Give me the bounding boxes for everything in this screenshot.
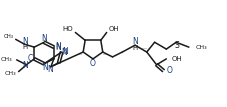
Text: N: N — [22, 37, 28, 46]
Text: CH₃: CH₃ — [1, 57, 13, 62]
Text: N: N — [132, 37, 137, 46]
Text: N: N — [62, 47, 68, 56]
Text: H: H — [132, 45, 137, 51]
Text: H: H — [23, 44, 28, 50]
Text: N: N — [55, 43, 60, 52]
Text: O: O — [90, 59, 96, 68]
Text: OH: OH — [108, 26, 119, 32]
Text: N: N — [41, 34, 47, 43]
Text: ···: ··· — [141, 47, 147, 52]
Text: N: N — [55, 42, 60, 51]
Text: ···: ··· — [102, 52, 108, 57]
Text: CH₃: CH₃ — [5, 71, 17, 76]
Text: N: N — [62, 48, 67, 56]
Text: N: N — [47, 65, 53, 74]
Text: N: N — [22, 61, 28, 70]
Text: S: S — [174, 41, 179, 50]
Text: CH₃: CH₃ — [195, 45, 206, 50]
Text: HO: HO — [62, 26, 73, 32]
Text: ···: ··· — [76, 52, 82, 57]
Text: C: C — [28, 54, 33, 63]
Text: O: O — [166, 66, 171, 75]
Text: N: N — [42, 63, 48, 72]
Text: CH₃: CH₃ — [4, 34, 14, 39]
Text: OH: OH — [170, 56, 181, 62]
